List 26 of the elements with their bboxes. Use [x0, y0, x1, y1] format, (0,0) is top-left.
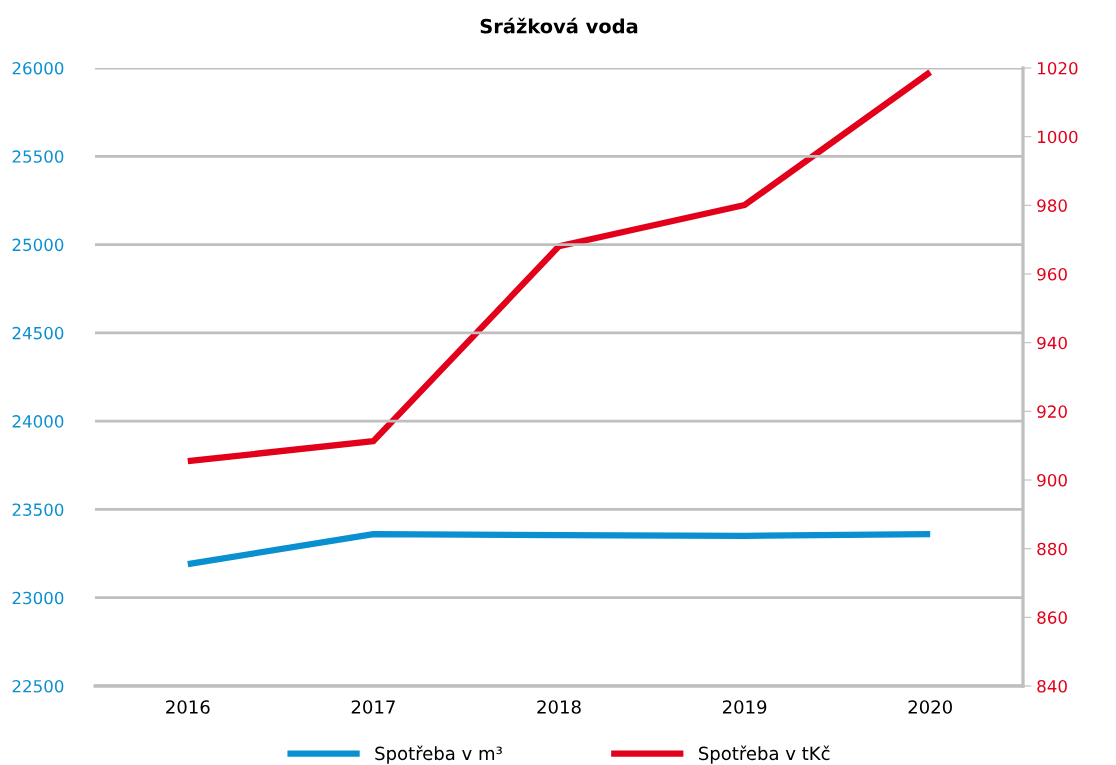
y2-tick-label: 880 [1037, 542, 1067, 556]
legend-label: Spotřeba v tKč [699, 745, 830, 764]
y-tick-label: 22500 [12, 679, 64, 693]
y-tick-label: 26000 [12, 61, 64, 75]
y2-tick-label: 960 [1037, 267, 1067, 281]
y2-tick-label: 1020 [1038, 61, 1078, 75]
y2-tick-label: 860 [1037, 611, 1067, 624]
y2-tick-label: 940 [1037, 336, 1067, 350]
y2-tick-label: 980 [1037, 199, 1067, 212]
y2-tick-label: 920 [1037, 405, 1067, 418]
x-tick-label: 2017 [351, 700, 395, 714]
y-tick-label: 24000 [12, 415, 64, 428]
y-tick-label: 23000 [12, 591, 64, 605]
y-tick-label: 25000 [12, 238, 64, 252]
chart-title: Srážková voda [480, 17, 638, 34]
y2-tick-label: 1000 [1038, 130, 1078, 144]
x-tick-label: 2019 [722, 700, 767, 714]
legend-label: Spotřeba v m³ [375, 745, 502, 764]
x-tick-label: 2018 [537, 700, 581, 714]
y-tick-label: 25500 [12, 150, 64, 163]
x-tick-label: 2020 [908, 700, 952, 714]
y2-tick-label: 900 [1037, 473, 1067, 487]
y-tick-label: 23500 [12, 503, 64, 516]
x-tick-label: 2016 [166, 700, 210, 714]
y2-tick-label: 840 [1037, 679, 1067, 693]
y-tick-label: 24500 [12, 326, 64, 340]
